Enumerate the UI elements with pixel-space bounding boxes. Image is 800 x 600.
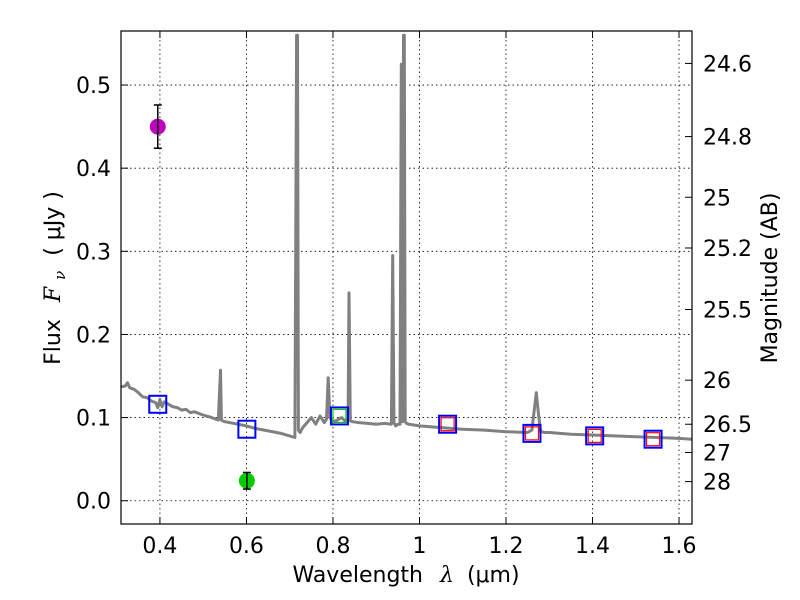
- y2-tick-label: 28: [703, 471, 731, 496]
- plot-frame: [120, 30, 693, 525]
- y2-tick-label: 26.5: [703, 413, 752, 438]
- x-tick-label: 0.6: [229, 534, 264, 559]
- x-axis-label-symbol: λ: [439, 563, 454, 588]
- x-axis-label-text: Wavelength: [292, 563, 423, 588]
- model-spectrum-line: [121, 33, 692, 441]
- plot-content: [121, 33, 692, 490]
- photometry-blue-squares-marker: [438, 414, 458, 434]
- y-axis-label: Flux F ν ( μJy ): [41, 191, 71, 365]
- y-tick-label: 0.0: [76, 490, 111, 515]
- x-tick-label: 1.2: [488, 534, 523, 559]
- y2-axis-label: Magnitude (AB): [758, 193, 783, 364]
- y-tick-label: 0.5: [76, 74, 111, 99]
- model-red-squares-marker: [645, 432, 661, 447]
- x-axis-label: Wavelength λ (μm): [292, 563, 519, 588]
- y2-tick-label: 25: [703, 186, 731, 211]
- plot-area: [121, 33, 692, 490]
- y2-tick-label: 26: [703, 369, 731, 394]
- model-red-squares-marker: [587, 428, 602, 443]
- y2-tick-label: 24.6: [703, 52, 752, 77]
- y-axis-label-unit: ( μJy ): [41, 191, 66, 256]
- photometry-blue-squares-marker: [237, 419, 257, 439]
- photometry-blue-squares-marker: [522, 423, 542, 443]
- y-tick-label: 0.4: [76, 157, 111, 182]
- x-tick-label: 1: [412, 534, 426, 559]
- x-tick-label: 1.6: [662, 534, 697, 559]
- photometry-blue-squares-marker: [643, 429, 663, 449]
- axis-ticks: 0.4 0.6 0.8 1 1.2 1.4 1.6 0.0 0.1 0.2 0.3 0.4 0.5 24.…: [76, 31, 752, 559]
- model-red-squares-marker: [524, 426, 540, 441]
- grid: [121, 31, 692, 524]
- model-red-squares-marker: [440, 417, 455, 432]
- y2-tick-label: 25.2: [703, 237, 752, 262]
- y2-tick-label: 27: [703, 442, 731, 467]
- x-axis-label-unit: (μm): [467, 563, 520, 588]
- x-tick-label: 0.8: [315, 534, 350, 559]
- model-green-square-marker: [332, 408, 347, 424]
- photometry-blue-squares-marker: [585, 426, 605, 446]
- y-tick-label: 0.3: [76, 240, 111, 265]
- photometry-blue-squares-marker: [329, 406, 349, 426]
- photometry-blue-squares-marker: [148, 394, 168, 414]
- y-axis-label-symbol: F: [41, 286, 66, 303]
- y2-tick-label: 25.5: [703, 299, 752, 324]
- y-tick-label: 0.2: [76, 323, 111, 348]
- y-tick-label: 0.1: [76, 407, 111, 432]
- y-axis-label-text: Flux: [41, 319, 66, 365]
- x-tick-label: 0.4: [142, 534, 177, 559]
- y-axis-label-subscript: ν: [51, 271, 69, 280]
- y2-tick-label: 24.8: [703, 126, 752, 151]
- x-tick-label: 1.4: [575, 534, 610, 559]
